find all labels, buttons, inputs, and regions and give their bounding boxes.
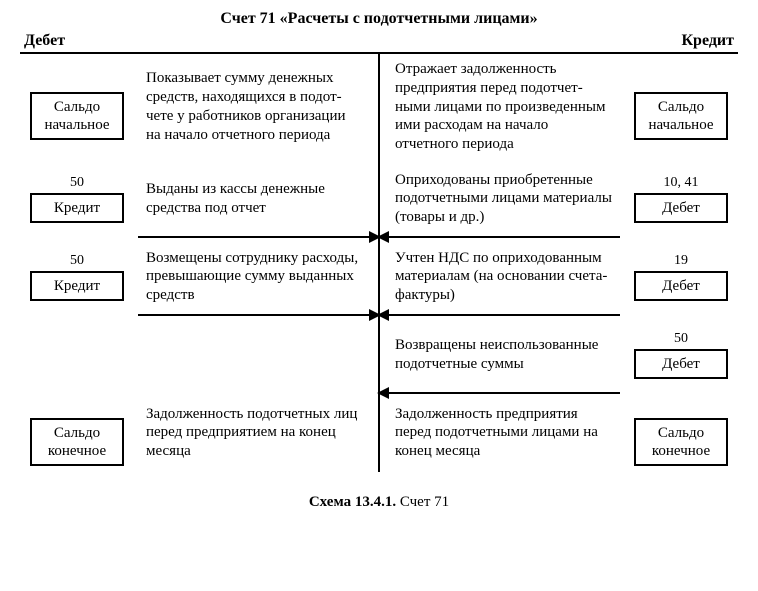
debit-cell-empty [20,316,379,394]
entry-box: Кредит [30,193,124,223]
caption-text: Счет 71 [400,494,449,510]
credit-cell: Возвращены неиспользован­ные подотчетные… [379,316,738,394]
debit-cell: Сальдоконечное Задолженность подотчетных… [20,394,379,472]
credit-cell: Учтен НДС по оприходован­ным материалам … [379,238,738,316]
flow-arrow-icon [378,314,620,316]
credit-cell: Оприходованы приобретен­ные подотчетными… [379,160,738,238]
flow-arrow-icon [138,314,380,316]
t-account-body: Сальдоначальное Показывает сумму денежны… [20,54,738,472]
corr-account-number: 50 [70,253,84,269]
entry-box: Дебет [634,193,728,223]
entry-description: Отражает задолженность предприятия перед… [389,60,618,154]
entry-description: Учтен НДС по оприходован­ным материалам … [389,249,618,305]
flow-arrow-icon [138,236,380,238]
debit-cell: 50 Кредит Возмещены сотруднику расхо­ды,… [20,238,379,316]
t-account-header: Дебет Кредит [20,32,738,54]
corr-account-number: 10, 41 [664,175,699,191]
figure-caption: Схема 13.4.1. Счет 71 [20,494,738,511]
entry-description: Задолженность предприятия перед подотчет… [389,405,618,461]
entry-box: Дебет [634,349,728,379]
credit-cell: Отражает задолженность предприятия перед… [379,54,738,160]
entry-box: Кредит [30,271,124,301]
entry-box: Сальдоконечное [634,418,728,466]
entry-description: Возвращены неиспользован­ные подотчетные… [389,336,618,374]
entry-box: Сальдоконечное [30,418,124,466]
entry-box: Дебет [634,271,728,301]
credit-cell: Задолженность предприятия перед подотчет… [379,394,738,472]
header-credit: Кредит [681,32,734,50]
entry-description: Показывает сумму денежных средств, наход… [140,69,369,144]
header-debit: Дебет [24,32,65,50]
diagram-title: Счет 71 «Расчеты с подотчетными лицами» [20,10,738,28]
corr-account-number: 50 [70,175,84,191]
corr-account-number: 50 [674,331,688,347]
entry-description: Оприходованы приобретен­ные подотчетными… [389,171,618,227]
corr-account-number: 19 [674,253,688,269]
entry-box: Сальдоначальное [30,92,124,140]
flow-arrow-icon [378,392,620,394]
entry-box: Сальдоначальное [634,92,728,140]
debit-cell: Сальдоначальное Показывает сумму денежны… [20,54,379,160]
caption-label: Схема 13.4.1. [309,494,396,510]
entry-description: Возмещены сотруднику расхо­ды, превышающ… [140,249,369,305]
debit-cell: 50 Кредит Выданы из кассы денежные средс… [20,160,379,238]
entry-description: Выданы из кассы денежные средства под от… [140,180,369,218]
center-divider [378,54,380,472]
flow-arrow-icon [378,236,620,238]
entry-description: Задолженность подотчетных лиц перед пред… [140,405,369,461]
